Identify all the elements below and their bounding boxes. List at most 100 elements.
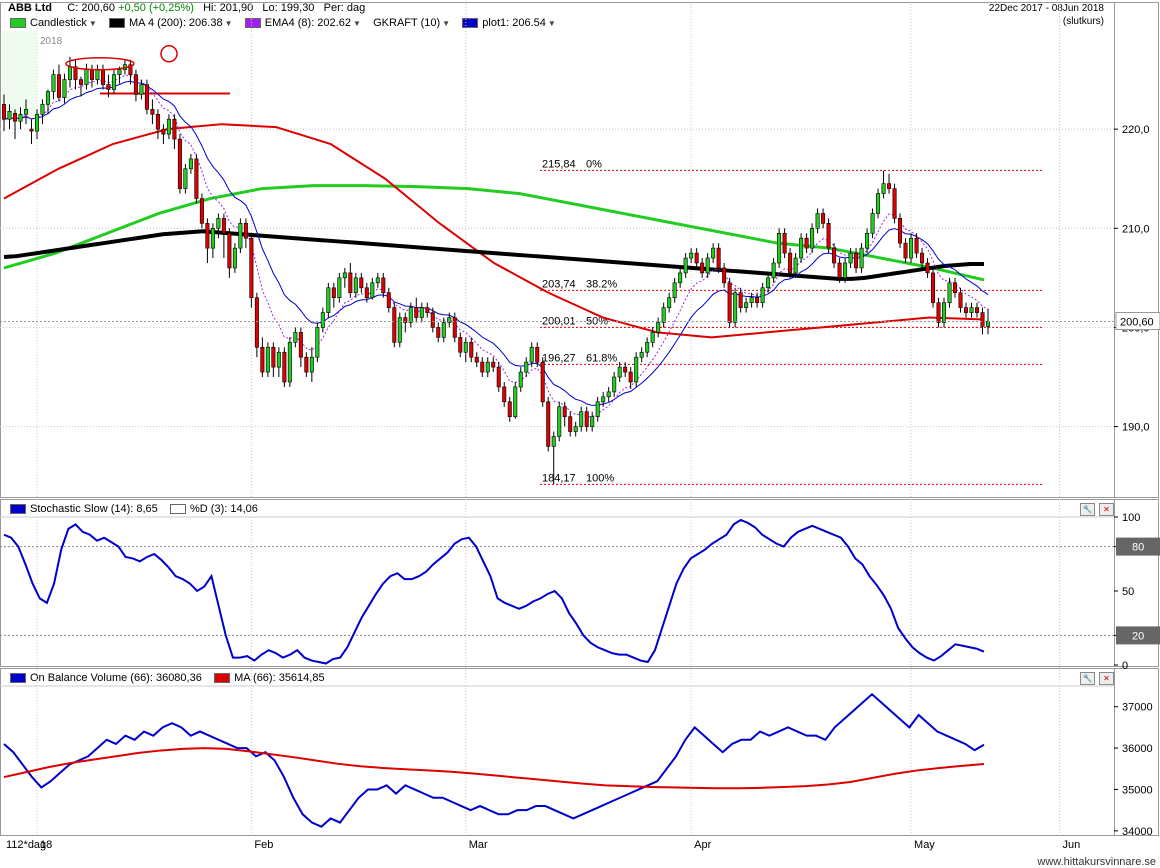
- candle-body: [392, 307, 397, 343]
- candle-body: [579, 411, 584, 427]
- legend-obv-ma[interactable]: MA (66): 35614,85: [214, 672, 325, 684]
- fib-price-label: 196,27: [542, 352, 576, 364]
- candle-body: [810, 227, 815, 249]
- ma200-swatch: [109, 18, 126, 29]
- legend-obv[interactable]: On Balance Volume (66): 36080,36: [10, 672, 202, 684]
- candle-body: [722, 267, 727, 284]
- stoch-badge-label: 80: [1132, 542, 1144, 554]
- candle-body: [243, 223, 248, 239]
- candle-body: [645, 342, 650, 353]
- candle-body: [612, 376, 617, 393]
- candle-body: [463, 342, 468, 353]
- candlestick-swatch: [10, 18, 26, 29]
- candle-body: [320, 312, 325, 328]
- chevron-down-icon[interactable]: ▼: [88, 19, 97, 28]
- legend-candlestick[interactable]: Candlestick ▼: [10, 17, 97, 29]
- candle-body: [265, 346, 270, 373]
- candle-body: [227, 232, 232, 269]
- ma-red-line: [3, 123, 985, 339]
- chevron-down-icon[interactable]: ▼: [224, 19, 233, 28]
- stoch-legend: Stochastic Slow (14): 8,65 %D (3): 14,06: [10, 503, 258, 515]
- legend-stoch-k[interactable]: Stochastic Slow (14): 8,65: [10, 503, 158, 515]
- chevron-down-icon[interactable]: ▼: [547, 19, 556, 28]
- stoch-badge-label: 20: [1132, 630, 1144, 642]
- legend-gkraft[interactable]: GKRAFT (10) ▼: [373, 17, 451, 29]
- chevron-down-icon[interactable]: ▼: [352, 19, 361, 28]
- candle-body: [925, 262, 930, 274]
- candle-body: [535, 346, 540, 363]
- legend-ema8[interactable]: EMA4 (8): 202.62 ▼: [244, 17, 361, 29]
- candle-body: [590, 416, 595, 427]
- candle-body: [595, 401, 600, 417]
- panel-frame: [0, 2, 1159, 498]
- x-tick-label: Feb: [254, 839, 273, 851]
- candle-body: [672, 282, 677, 299]
- candle-body: [513, 386, 518, 417]
- candle-body: [601, 396, 606, 403]
- candle-body: [689, 252, 694, 259]
- chevron-down-icon[interactable]: ▼: [442, 19, 451, 28]
- candle-body: [221, 218, 226, 234]
- x-tick-label: 18: [40, 839, 52, 851]
- x-tick-label: Jun: [1062, 839, 1080, 851]
- lo-value: 199,30: [280, 2, 315, 14]
- plot1-line: [3, 80, 989, 406]
- candle-body: [34, 113, 39, 132]
- legend-ma200[interactable]: MA 4 (200): 206.38 ▼: [109, 17, 233, 29]
- candle-body: [485, 361, 490, 373]
- candle-body: [408, 307, 413, 323]
- close-label: C:: [67, 2, 79, 14]
- candle-body: [606, 391, 611, 398]
- candle-body: [738, 292, 743, 308]
- fib-price-label: 203,74: [542, 278, 576, 290]
- candle-body: [133, 74, 138, 95]
- candle-body: [529, 346, 534, 363]
- legend-plot1[interactable]: plot1: 206.54 ▼: [462, 17, 556, 29]
- stoch-badge: [1116, 626, 1160, 645]
- candle-body: [540, 361, 545, 403]
- candle-body: [45, 91, 50, 105]
- close-icon[interactable]: ✕: [1099, 672, 1114, 685]
- candle-body: [898, 218, 903, 244]
- candle-body: [326, 287, 331, 313]
- candle-body: [617, 366, 622, 378]
- plot1-swatch: [462, 18, 479, 29]
- symbol-name: ABB Ltd: [8, 2, 52, 14]
- wrench-icon[interactable]: 🔧: [1080, 672, 1095, 685]
- legend-stoch-d[interactable]: %D (3): 14,06: [170, 503, 258, 515]
- year-shade: [2, 31, 37, 121]
- obv-tick-label: 34000: [1122, 826, 1153, 838]
- fib-price-label: 184,17: [542, 472, 576, 484]
- candle-body: [639, 351, 644, 358]
- candle-body: [518, 371, 523, 388]
- candle-body: [56, 74, 61, 98]
- candle-body: [980, 312, 985, 327]
- period-value: dag: [346, 2, 366, 14]
- stoch-k-line: [3, 518, 985, 665]
- date-range-box: 22Dec 2017 - 08Jun 2018 (slutkurs): [989, 2, 1104, 28]
- candle-body: [452, 317, 457, 338]
- change-value: +0,50 (+0,25%): [118, 2, 194, 14]
- candle-body: [733, 292, 738, 323]
- candle-body: [89, 69, 94, 80]
- candle-body: [430, 312, 435, 328]
- candle-body: [903, 242, 908, 259]
- candle-body: [293, 332, 298, 343]
- candle-body: [551, 436, 556, 447]
- candle-body: [854, 252, 859, 269]
- candle-body: [931, 272, 936, 303]
- candle-body: [782, 232, 787, 254]
- candle-body: [111, 74, 116, 90]
- candle-body: [755, 297, 760, 303]
- panel-frame: [0, 499, 1159, 667]
- fib-pct-label: 38.2%: [586, 278, 617, 290]
- candle-body: [914, 237, 919, 254]
- candle-body: [249, 237, 254, 299]
- close-icon[interactable]: ✕: [1099, 503, 1114, 516]
- candle-body: [216, 218, 221, 229]
- candle-body: [298, 332, 303, 358]
- candle-body: [342, 272, 347, 279]
- candle-body: [210, 227, 215, 249]
- candle-body: [18, 113, 23, 122]
- wrench-icon[interactable]: 🔧: [1080, 503, 1095, 516]
